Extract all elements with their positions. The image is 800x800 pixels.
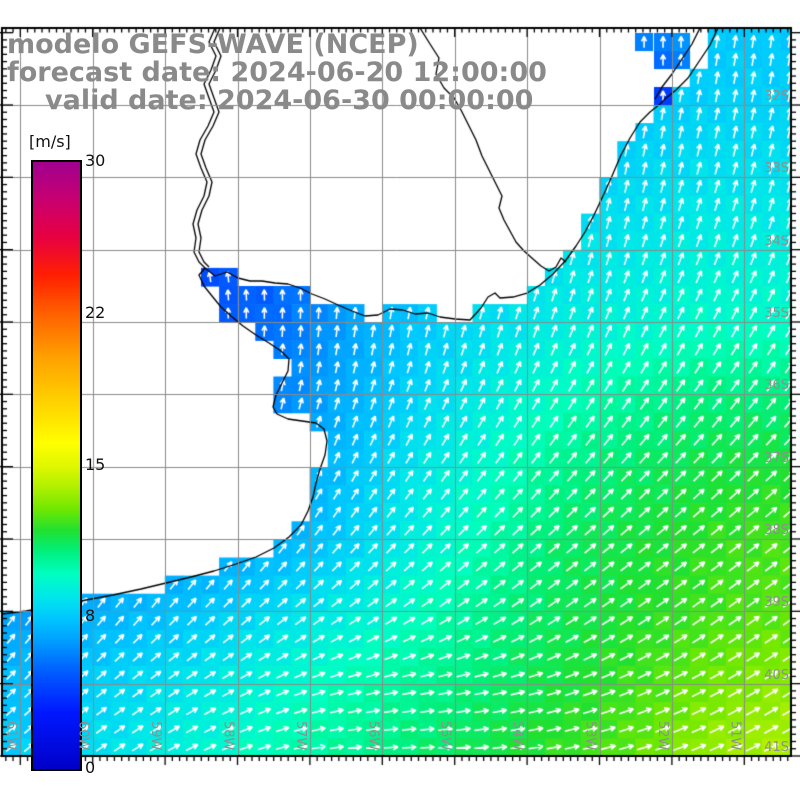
lat-label-33S: 33S [764,161,789,177]
colorbar-tick-0: 0 [85,758,96,777]
colorbar-tick-30: 30 [85,151,106,170]
colorbar-tick-22: 22 [85,302,106,322]
lon-label-57W: 57W [292,721,308,751]
lat-label-36S: 36S [764,378,789,394]
lat-label-32S: 32S [764,89,789,104]
lon-label-59W: 59W [148,721,164,751]
colorbar-gradient [31,160,82,771]
lon-label-61W: 61W [3,721,19,751]
lon-label-58W: 58W [220,721,236,751]
lat-label-40S: 40S [764,667,789,683]
lon-label-53W: 53W [582,721,598,751]
lon-label-52W: 52W [654,721,670,751]
colorbar-tick-8: 8 [85,606,96,626]
model-title: modelo GEFS-WAVE (NCEP) [7,29,419,60]
lat-label-34S: 34S [764,233,789,249]
lat-label-41S: 41S [764,739,789,755]
lat-label-35S: 35S [764,305,789,321]
colorbar-unit-label: [m/s] [29,132,71,151]
lat-label-37S: 37S [764,450,789,466]
valid-date-line: valid date: 2024-06-30 00:00:00 [45,85,534,116]
lat-label-38S: 38S [764,522,789,538]
colorbar-tick-15: 15 [85,454,106,474]
lon-label-60W: 60W [75,721,91,751]
lon-label-51W: 51W [727,721,743,751]
lat-label-39S: 39S [764,595,789,611]
lon-label-56W: 56W [365,721,381,751]
forecast-date-line: forecast date: 2024-06-20 12:00:00 [7,57,547,88]
lon-label-54W: 54W [510,721,526,751]
lon-label-55W: 55W [437,721,453,751]
